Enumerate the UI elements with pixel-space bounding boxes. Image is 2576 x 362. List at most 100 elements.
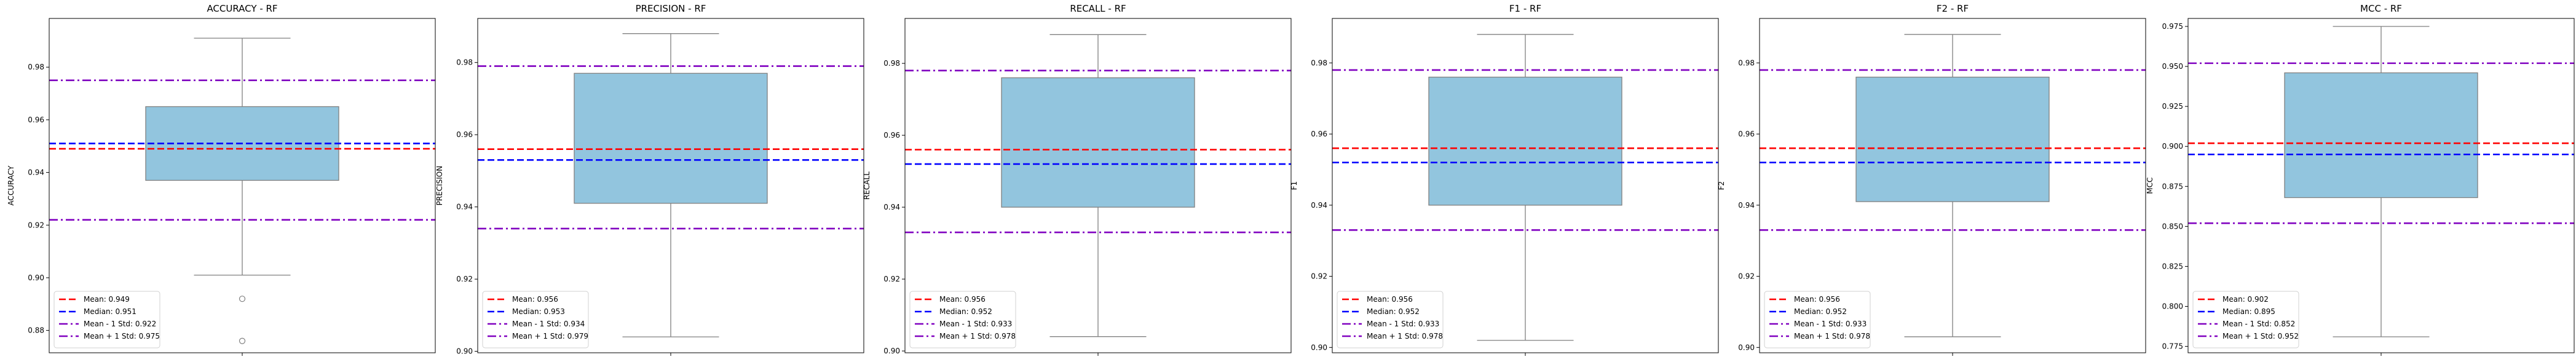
chart-title: F2 - RF xyxy=(1937,3,1969,14)
box-iqr xyxy=(2284,72,2478,199)
y-axis-label: PRECISION xyxy=(435,166,444,206)
axes-frame xyxy=(1759,18,2146,353)
y-tick-label: 0.775 xyxy=(2162,342,2183,351)
chart-panel: ACCURACY - RF ACCURACY 0.88 0.90 0.92 0.94 0.9… xyxy=(7,3,436,356)
y-tick-label: 0.98 xyxy=(456,58,473,67)
y-tick-label: 0.96 xyxy=(28,116,44,124)
legend-box xyxy=(909,291,1016,348)
chart-title: F1 - RF xyxy=(1509,3,1541,14)
legend-entry: Median: 0.952 xyxy=(1794,307,1847,316)
axes-frame xyxy=(477,18,864,353)
legend-box xyxy=(53,291,160,348)
legend-entry: Median: 0.952 xyxy=(1367,307,1420,316)
legend-entry: Median: 0.952 xyxy=(939,307,992,316)
legend-entry: Mean - 1 Std: 0.922 xyxy=(84,320,156,328)
legend: Mean: 0.956 Median: 0.953 Mean - 1 Std: 0.… xyxy=(482,291,589,348)
chart-panel: PRECISION - RF PRECISION 0.90 0.92 0.94 0.96 0… xyxy=(435,3,864,356)
y-tick-label: 0.94 xyxy=(883,203,900,211)
chart-panel: RECALL - RF RECALL 0.90 0.92 0.94 0.96 0.98 Mea… xyxy=(863,3,1292,356)
y-tick-label: 0.92 xyxy=(883,275,900,283)
y-tick-label: 0.94 xyxy=(1738,201,1755,210)
chart-title: PRECISION - RF xyxy=(636,3,706,14)
y-tick-label: 0.96 xyxy=(456,130,473,139)
legend-entry: Mean: 0.956 xyxy=(512,295,558,304)
y-tick-label: 0.96 xyxy=(1311,130,1327,138)
legend: Mean: 0.956 Median: 0.952 Mean - 1 Std: 0.… xyxy=(909,291,1016,348)
y-tick-label: 0.825 xyxy=(2162,262,2183,270)
legend-entry: Mean + 1 Std: 0.978 xyxy=(939,332,1016,340)
y-tick-label: 0.90 xyxy=(456,347,473,356)
legend-entry: Median: 0.895 xyxy=(2222,307,2275,316)
legend-entry: Mean + 1 Std: 0.975 xyxy=(84,332,160,340)
legend-entry: Mean - 1 Std: 0.934 xyxy=(512,320,585,328)
legend-entry: Mean - 1 Std: 0.852 xyxy=(2222,320,2295,328)
y-tick-label: 0.92 xyxy=(1311,272,1327,281)
axes-frame xyxy=(1332,18,1719,353)
y-tick-label: 0.90 xyxy=(883,347,900,355)
y-tick-label: 0.98 xyxy=(1738,58,1755,67)
y-tick-label: 0.96 xyxy=(883,131,900,140)
y-tick-label: 0.975 xyxy=(2162,22,2183,31)
y-tick-label: 0.92 xyxy=(1738,272,1755,281)
y-axis-label: ACCURACY xyxy=(7,165,15,206)
y-tick-label: 0.98 xyxy=(883,59,900,68)
y-tick-label: 0.800 xyxy=(2162,302,2183,311)
box-iqr xyxy=(1855,76,2050,202)
legend-box xyxy=(2192,291,2299,348)
y-tick-label: 0.94 xyxy=(1311,201,1327,210)
legend-entry: Mean - 1 Std: 0.933 xyxy=(1367,320,1439,328)
legend-entry: Mean - 1 Std: 0.933 xyxy=(939,320,1012,328)
y-tick-label: 0.850 xyxy=(2162,222,2183,230)
y-tick-label: 0.92 xyxy=(28,221,44,229)
y-tick-label: 0.88 xyxy=(28,326,44,335)
box-iqr xyxy=(1428,76,1622,206)
y-tick-label: 0.90 xyxy=(1311,343,1327,352)
y-axis-label: MCC xyxy=(2146,177,2154,194)
y-tick-label: 0.94 xyxy=(28,168,44,177)
legend-entry: Mean + 1 Std: 0.978 xyxy=(1367,332,1443,340)
y-tick-label: 0.98 xyxy=(1311,58,1327,67)
legend-entry: Mean: 0.956 xyxy=(1794,295,1840,304)
axes-frame xyxy=(904,18,1292,353)
y-tick-label: 0.94 xyxy=(456,203,473,211)
y-tick-label: 0.98 xyxy=(28,63,44,71)
axes-frame xyxy=(2187,18,2575,353)
box-iqr xyxy=(574,73,768,204)
legend-entry: Median: 0.951 xyxy=(84,307,136,316)
y-tick-label: 0.90 xyxy=(28,273,44,282)
legend-box xyxy=(1337,291,1444,348)
y-axis-label: RECALL xyxy=(863,171,871,200)
legend-entry: Median: 0.953 xyxy=(512,307,565,316)
y-tick-label: 0.950 xyxy=(2162,62,2183,71)
legend-entry: Mean - 1 Std: 0.933 xyxy=(1794,320,1867,328)
chart-panel: F1 - RF F1 0.90 0.92 0.94 0.96 0.98 Mean: 0.956… xyxy=(1290,3,1719,356)
y-tick-label: 0.96 xyxy=(1738,130,1755,138)
legend-entry: Mean: 0.956 xyxy=(1367,295,1413,304)
chart-title: RECALL - RF xyxy=(1070,3,1126,14)
box-iqr xyxy=(1001,77,1195,208)
legend-entry: Mean + 1 Std: 0.978 xyxy=(1794,332,1870,340)
axes-frame xyxy=(49,18,436,353)
legend-entry: Mean + 1 Std: 0.979 xyxy=(512,332,588,340)
legend-entry: Mean + 1 Std: 0.952 xyxy=(2222,332,2299,340)
outlier-point xyxy=(239,337,246,344)
y-tick-label: 0.875 xyxy=(2162,182,2183,191)
y-tick-label: 0.900 xyxy=(2162,142,2183,151)
y-tick-label: 0.92 xyxy=(456,275,473,283)
chart-title: ACCURACY - RF xyxy=(207,3,277,14)
legend: Mean: 0.902 Median: 0.895 Mean - 1 Std: 0.… xyxy=(2192,291,2299,348)
legend-entry: Mean: 0.902 xyxy=(2222,295,2269,304)
y-tick-label: 0.925 xyxy=(2162,102,2183,111)
chart-title: MCC - RF xyxy=(2360,3,2402,14)
chart-panel: MCC - RF MCC 0.775 0.800 0.825 0.850 0.875 0.90… xyxy=(2146,3,2575,356)
legend-entry: Mean: 0.949 xyxy=(84,295,130,304)
y-tick-label: 0.90 xyxy=(1738,343,1755,352)
chart-panel: F2 - RF F2 0.90 0.92 0.94 0.96 0.98 Mean: 0.956… xyxy=(1717,3,2146,356)
legend: Mean: 0.949 Median: 0.951 Mean - 1 Std: 0.… xyxy=(53,291,160,348)
legend: Mean: 0.956 Median: 0.952 Mean - 1 Std: 0.… xyxy=(1764,291,1871,348)
legend-box xyxy=(1764,291,1871,348)
legend-box xyxy=(482,291,589,348)
legend: Mean: 0.956 Median: 0.952 Mean - 1 Std: 0.… xyxy=(1337,291,1444,348)
outlier-point xyxy=(239,296,246,302)
